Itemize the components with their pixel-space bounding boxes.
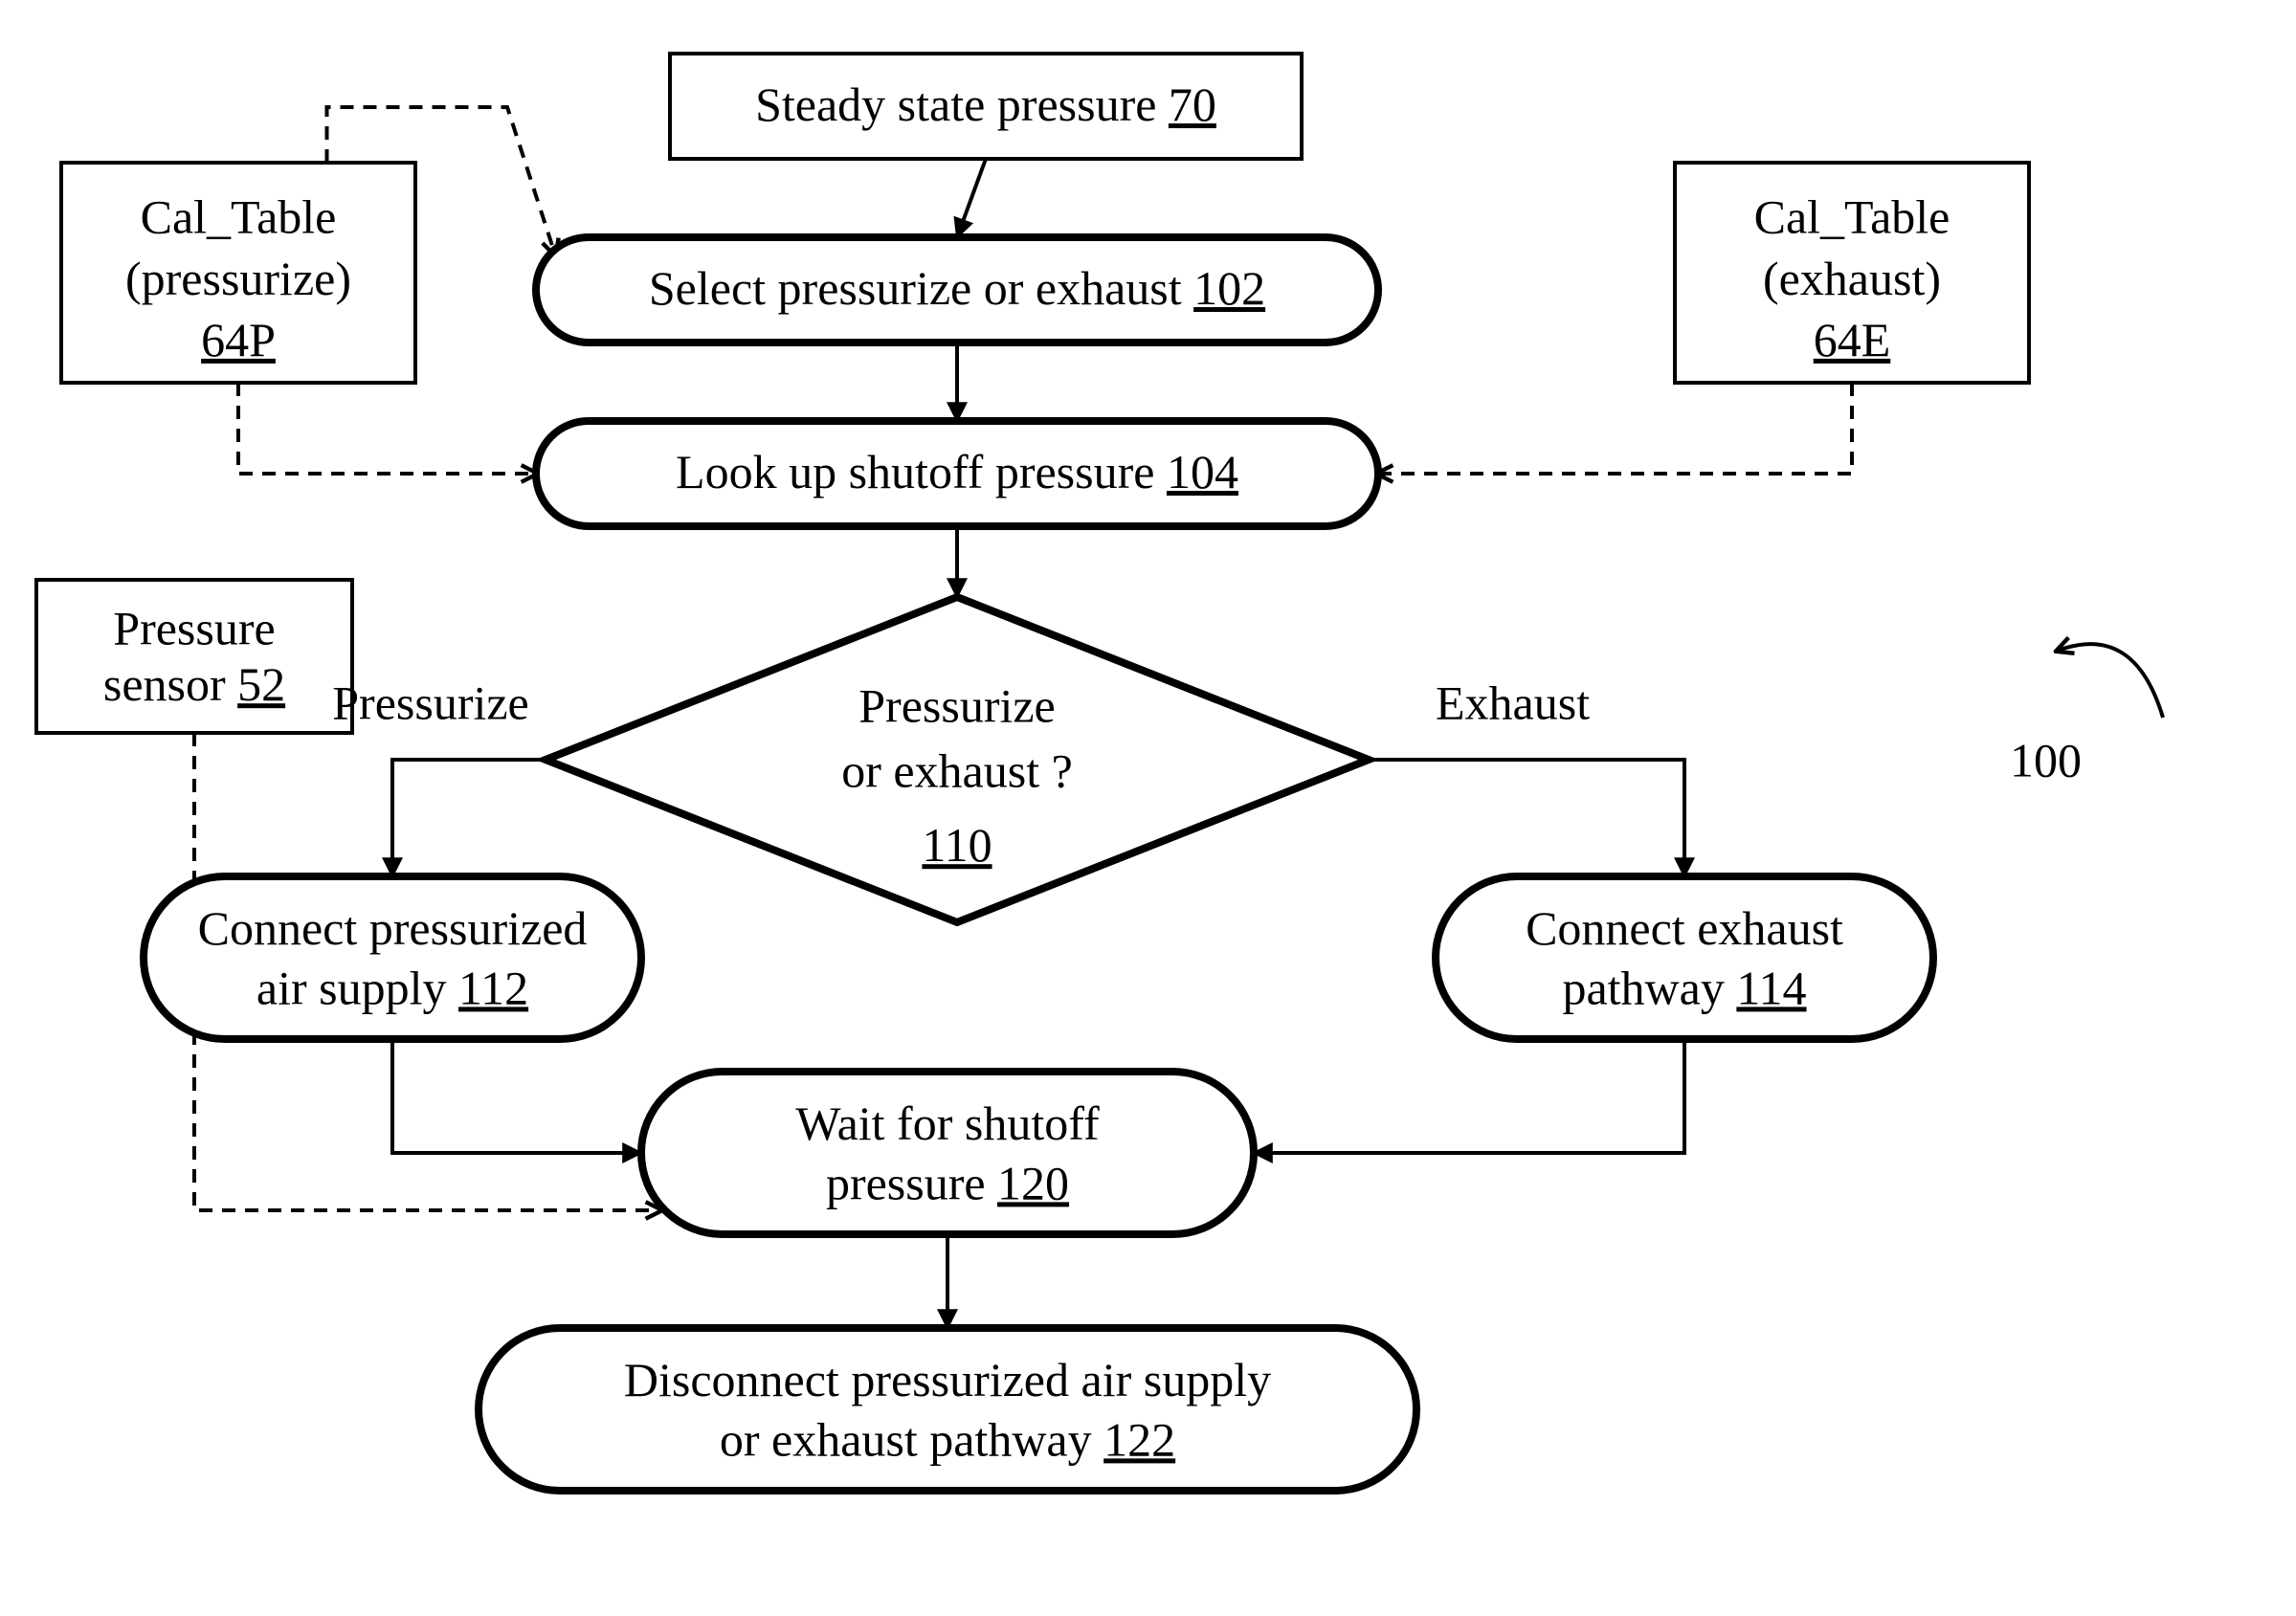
svg-text:Look up shutoff pressure 104: Look up shutoff pressure 104 (676, 445, 1238, 498)
svg-text:Pressure: Pressure (113, 601, 275, 654)
flowchart-diagram: Steady state pressure 70 Cal_Table (pressu… (0, 0, 2296, 1616)
svg-text:Disconnect pressurized air sup: Disconnect pressurized air supply (624, 1353, 1271, 1406)
figure-ref-100: 100 (2010, 733, 2082, 786)
node-n70: Steady state pressure 70 (670, 54, 1302, 159)
svg-text:64P: 64P (201, 313, 276, 366)
edge-e10 (238, 383, 536, 474)
edge-e11 (1378, 383, 1852, 474)
edge-e6 (392, 1039, 641, 1153)
svg-text:or exhaust ?: or exhaust ? (841, 743, 1073, 797)
svg-text:or exhaust pathway 122: or exhaust pathway 122 (720, 1413, 1175, 1467)
callout-arrow-100 (2058, 644, 2163, 718)
node-n64P: Cal_Table (pressurize) 64P (61, 163, 415, 383)
node-n102: Select pressurize or exhaust 102 (536, 237, 1378, 343)
svg-text:64E: 64E (1814, 313, 1891, 366)
edge-e1 (957, 159, 986, 237)
svg-text:Pressurize: Pressurize (858, 678, 1056, 732)
node-n104: Look up shutoff pressure 104 (536, 421, 1378, 526)
node-n114: Connect exhaust pathway 114 (1436, 876, 1933, 1039)
svg-text:110: 110 (922, 819, 992, 873)
node-n64E: Cal_Table (exhaust) 64E (1675, 163, 2029, 383)
node-n120: Wait for shutoff pressure 120 (641, 1072, 1254, 1234)
node-n112: Connect pressurized air supply 112 (144, 876, 641, 1039)
svg-text:Select pressurize or exhaust: Select pressurize or exhaust 102 (649, 261, 1265, 315)
edge-e5 (1369, 760, 1684, 876)
edge-e4 (392, 760, 546, 876)
svg-text:pathway 114: pathway 114 (1562, 962, 1806, 1015)
nodes-layer: Steady state pressure 70 Cal_Table (pressu… (36, 54, 2029, 1491)
exhaust-branch-label: Exhaust (1436, 675, 1590, 729)
svg-text:(exhaust): (exhaust) (1763, 252, 1941, 305)
node-n52: Pressuresensor 52 (36, 580, 352, 733)
svg-text:sensor 52: sensor 52 (103, 658, 285, 712)
svg-text:Wait for shutoff: Wait for shutoff (795, 1096, 1100, 1150)
svg-text:Steady state pressure 70: Steady state pressure 70 (755, 77, 1216, 131)
svg-text:air supply 112: air supply 112 (256, 962, 528, 1015)
svg-text:pressure 120: pressure 120 (826, 1157, 1069, 1210)
pressurize-branch-label: Pressurize (332, 675, 529, 729)
svg-text:Connect pressurized: Connect pressurized (198, 901, 588, 955)
svg-text:Cal_Table: Cal_Table (1754, 190, 1950, 244)
edge-e7 (1254, 1039, 1684, 1153)
svg-text:Connect exhaust: Connect exhaust (1526, 901, 1843, 955)
node-n110: Pressurize or exhaust ? 110 (546, 597, 1369, 922)
svg-text:(pressurize): (pressurize) (125, 252, 351, 305)
svg-text:Cal_Table: Cal_Table (141, 190, 337, 244)
node-n122: Disconnect pressurized air supply or exha… (479, 1328, 1416, 1491)
